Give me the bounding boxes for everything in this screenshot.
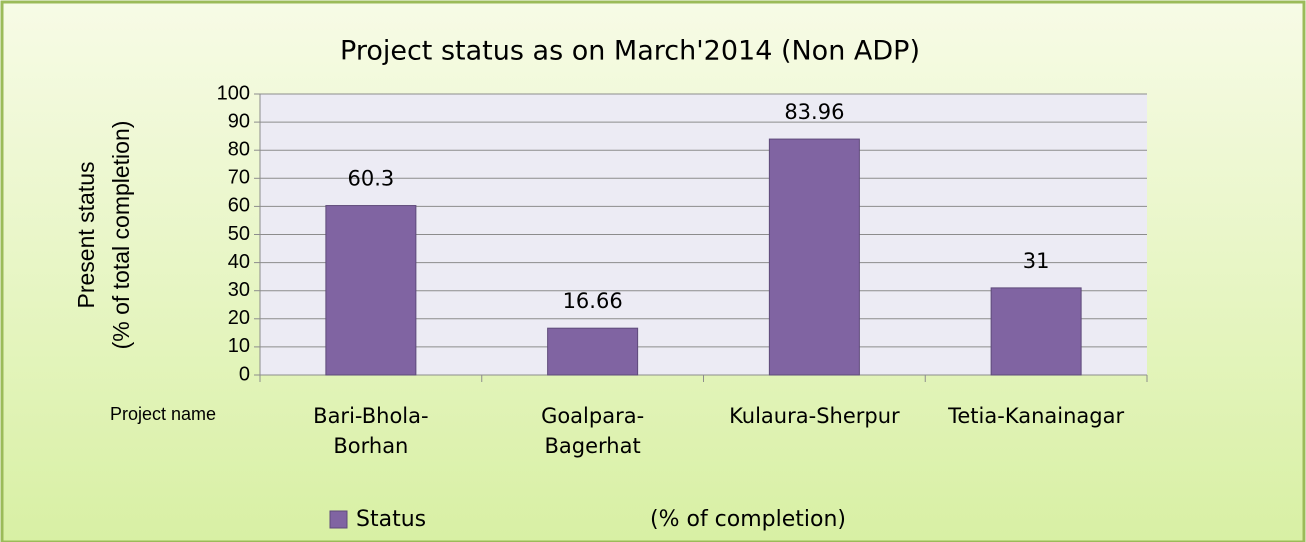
x-tick-label: Goalpara-Bagerhat — [541, 404, 645, 458]
value-label: 16.66 — [563, 289, 623, 313]
legend-note: (% of completion) — [650, 507, 846, 532]
y-tick-label: 80 — [228, 138, 250, 160]
legend-label: Status — [356, 507, 426, 532]
y-tick-label: 70 — [228, 167, 250, 189]
bar — [990, 287, 1082, 376]
y-tick-label: 10 — [228, 335, 250, 357]
y-tick-label: 30 — [228, 279, 250, 301]
y-tick-label: 100 — [217, 82, 250, 104]
legend-swatch — [329, 510, 348, 529]
x-tick-label: Tetia-Kanainagar — [948, 404, 1125, 428]
y-tick-label: 0 — [239, 363, 250, 385]
x-tick-label: Kulaura-Sherpur — [729, 404, 900, 428]
chart-title: Project status as on March'2014 (Non ADP… — [340, 36, 920, 67]
y-tick-label: 60 — [228, 195, 250, 217]
x-axis-label: Project name — [110, 404, 216, 424]
x-tick-label: Bari-Bhola-Borhan — [313, 404, 429, 458]
value-label: 83.96 — [784, 100, 844, 124]
bar — [768, 138, 860, 376]
value-label: 60.3 — [347, 167, 394, 191]
y-axis-label: Present status — [73, 161, 99, 308]
y-tick-label: 40 — [228, 251, 250, 273]
bar — [325, 205, 417, 376]
y-tick-label: 50 — [228, 223, 250, 245]
y-axis-label-sub: (% of total completion) — [108, 121, 134, 350]
bar — [547, 327, 639, 376]
y-tick-label: 90 — [228, 110, 250, 132]
y-tick-label: 20 — [228, 307, 250, 329]
value-label: 31 — [1023, 249, 1050, 273]
